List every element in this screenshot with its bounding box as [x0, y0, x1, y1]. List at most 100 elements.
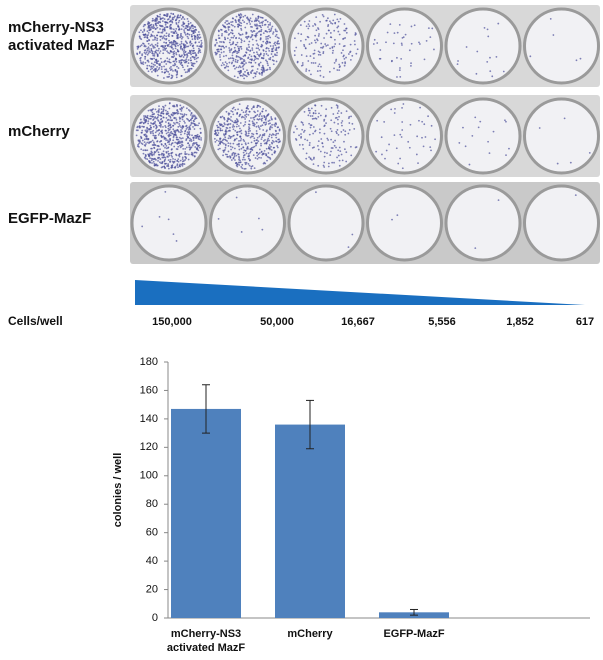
colony: [193, 56, 195, 59]
colony: [248, 19, 251, 22]
colony: [263, 69, 266, 72]
colony: [229, 123, 232, 125]
colony: [268, 30, 271, 33]
colony: [158, 67, 161, 69]
colony: [189, 44, 192, 47]
colony: [159, 124, 162, 127]
colony: [268, 119, 271, 122]
colony: [141, 62, 144, 65]
colony: [380, 136, 383, 139]
colony: [234, 50, 237, 52]
colony: [165, 145, 168, 147]
colony: [354, 43, 356, 46]
colony: [239, 34, 242, 36]
colony: [174, 43, 177, 45]
colony: [328, 70, 331, 73]
colony: [251, 13, 254, 16]
colony: [154, 51, 156, 53]
colony: [158, 114, 160, 117]
colony: [265, 152, 267, 155]
colony: [144, 115, 147, 117]
colony: [143, 44, 146, 47]
colony: [313, 117, 315, 120]
colony: [228, 41, 231, 44]
colony: [242, 138, 245, 141]
colony: [187, 137, 189, 139]
colony: [308, 69, 311, 72]
colony: [143, 125, 145, 128]
colony: [180, 74, 183, 77]
colony: [182, 22, 185, 25]
colony: [165, 26, 168, 28]
colony: [226, 62, 228, 65]
colony: [162, 145, 165, 147]
colony: [183, 120, 186, 123]
colony: [152, 46, 155, 49]
colony: [220, 48, 222, 51]
colony: [188, 33, 191, 36]
colony: [220, 123, 222, 126]
colony: [265, 123, 268, 125]
colony: [197, 56, 199, 59]
colony: [398, 69, 401, 72]
colony: [151, 147, 153, 150]
colony: [190, 42, 193, 45]
colony: [235, 36, 238, 39]
colony: [458, 142, 461, 144]
colony: [325, 108, 328, 111]
colony: [190, 33, 193, 36]
colony: [146, 53, 149, 56]
colony: [143, 134, 146, 137]
colony: [338, 164, 341, 167]
colony: [410, 42, 413, 45]
colony: [268, 133, 271, 136]
colony: [392, 42, 395, 45]
colony: [475, 72, 478, 75]
colony: [183, 113, 186, 116]
colony: [249, 58, 252, 61]
colony: [327, 29, 330, 32]
colony: [306, 139, 309, 142]
colony: [169, 50, 172, 53]
colony: [193, 58, 196, 61]
colony: [254, 75, 257, 78]
colony: [248, 126, 250, 128]
colony: [171, 16, 174, 19]
colony: [248, 120, 251, 122]
colony: [173, 116, 176, 119]
colony: [258, 115, 261, 118]
colony: [165, 117, 168, 119]
colony: [236, 52, 239, 55]
colony: [225, 31, 228, 34]
y-axis-label: colonies / well: [112, 453, 124, 528]
colony: [167, 18, 170, 20]
colony: [181, 107, 184, 110]
colony: [353, 40, 356, 42]
colony: [178, 123, 181, 125]
colony: [232, 106, 235, 109]
colony: [195, 60, 198, 63]
colony: [427, 27, 430, 30]
colony: [243, 21, 246, 23]
well: [523, 97, 600, 175]
colony: [164, 146, 166, 149]
colony: [255, 57, 258, 60]
colony: [146, 30, 149, 33]
colony: [158, 108, 160, 111]
colony: [242, 111, 245, 114]
colony: [221, 33, 224, 35]
colony: [138, 122, 141, 125]
colony: [172, 13, 175, 15]
colony: [221, 62, 224, 64]
colony: [165, 47, 168, 50]
colony: [147, 117, 150, 120]
colony: [386, 31, 389, 34]
y-tick-label: 180: [140, 356, 158, 368]
colony: [263, 115, 266, 118]
colony: [187, 153, 190, 156]
colony: [335, 132, 338, 135]
colony: [313, 49, 316, 52]
colony: [194, 35, 196, 38]
colony: [312, 132, 315, 135]
